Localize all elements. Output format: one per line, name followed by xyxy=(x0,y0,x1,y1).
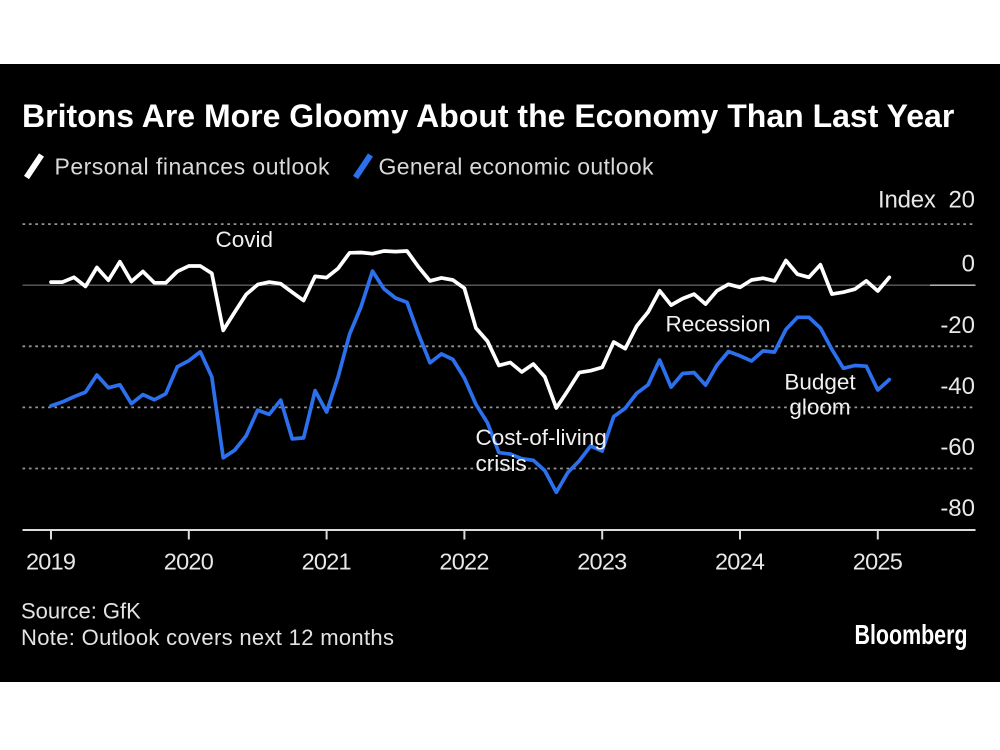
svg-text:-60: -60 xyxy=(940,434,975,461)
svg-text:2023: 2023 xyxy=(577,549,627,575)
svg-text:Britons Are More Gloomy About: Britons Are More Gloomy About the Econom… xyxy=(22,98,954,134)
svg-text:Personal finances outlook: Personal finances outlook xyxy=(55,154,331,180)
svg-text:Budget: Budget xyxy=(784,370,856,395)
svg-text:Covid: Covid xyxy=(216,227,274,252)
svg-text:0: 0 xyxy=(962,251,975,278)
svg-text:Bloomberg: Bloomberg xyxy=(855,619,968,650)
svg-text:-80: -80 xyxy=(940,495,975,522)
svg-text:2019: 2019 xyxy=(26,549,76,575)
svg-text:2024: 2024 xyxy=(715,549,765,575)
svg-text:General economic outlook: General economic outlook xyxy=(379,154,655,180)
svg-text:crisis: crisis xyxy=(476,451,527,476)
svg-text:Recession: Recession xyxy=(666,312,771,337)
svg-text:-20: -20 xyxy=(940,312,975,339)
svg-text:2025: 2025 xyxy=(853,549,903,575)
svg-text:2022: 2022 xyxy=(439,549,489,575)
svg-text:2020: 2020 xyxy=(164,549,214,575)
svg-text:Note: Outlook covers next 12 m: Note: Outlook covers next 12 months xyxy=(21,625,394,650)
svg-text:2021: 2021 xyxy=(302,549,352,575)
svg-text:Source: GfK: Source: GfK xyxy=(21,599,141,624)
svg-text:-40: -40 xyxy=(940,373,975,400)
svg-text:Cost-of-living: Cost-of-living xyxy=(476,425,607,450)
svg-text:gloom: gloom xyxy=(789,395,850,420)
svg-text:Index 20: Index 20 xyxy=(878,187,975,214)
